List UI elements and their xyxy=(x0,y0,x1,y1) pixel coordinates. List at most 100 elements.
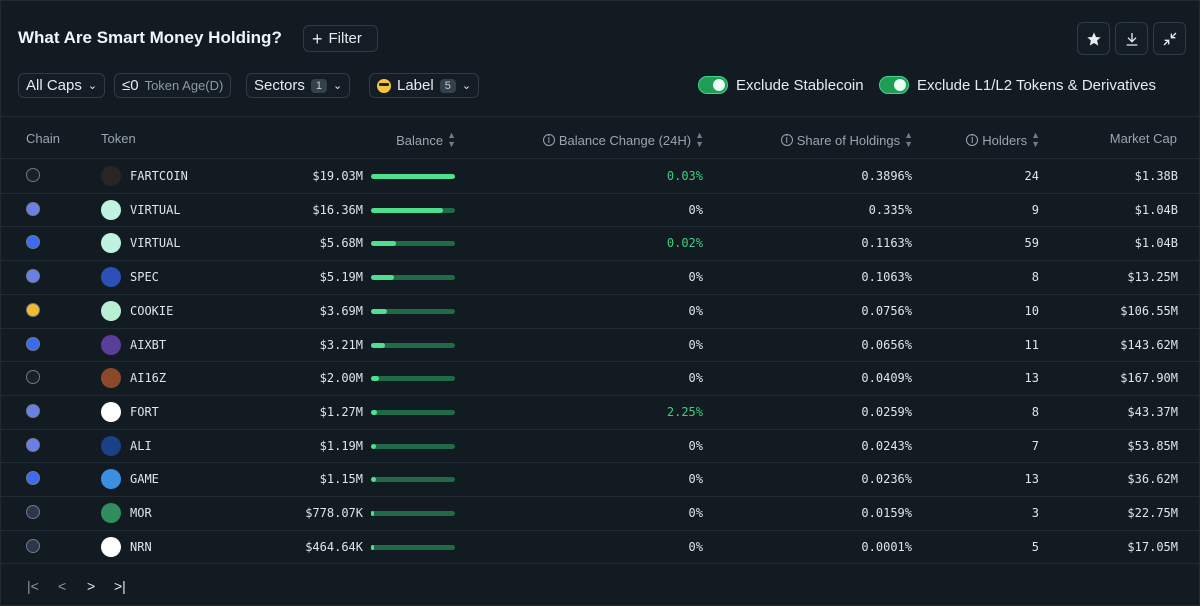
table-row[interactable]: GAME $1.15M 0% 0.0236% 13 $36.62M xyxy=(1,462,1199,496)
token-name[interactable]: NRN xyxy=(130,539,152,554)
balance-bar-fill xyxy=(371,174,455,179)
share-value: 0.0259% xyxy=(861,404,912,419)
market-cap-value: $53.85M xyxy=(1127,438,1178,453)
column-header-market-cap[interactable]: Market Cap xyxy=(1109,131,1177,146)
market-cap-value: $167.90M xyxy=(1120,371,1178,386)
table-row[interactable]: ALI $1.19M 0% 0.0243% 7 $53.85M xyxy=(1,429,1199,463)
token-icon xyxy=(101,233,121,254)
collapse-icon xyxy=(1163,32,1176,45)
collapse-button[interactable] xyxy=(1153,22,1186,55)
table-row[interactable]: FARTCOIN $19.03M 0.03% 0.3896% 24 $1.38B xyxy=(1,159,1199,193)
exclude-stablecoin-toggle[interactable] xyxy=(698,76,728,94)
token-name[interactable]: MOR xyxy=(130,506,152,520)
column-header-balance-change[interactable]: i Balance Change (24H) ▲ ▼ xyxy=(501,131,704,149)
share-value: 0.3896% xyxy=(861,169,912,183)
token-age-label: Token Age(D) xyxy=(144,78,224,93)
balance-change-value: 0% xyxy=(688,303,703,318)
last-page-button[interactable]: >| xyxy=(114,578,126,594)
token-name[interactable]: GAME xyxy=(130,472,159,487)
holders-value: 7 xyxy=(1031,438,1039,453)
sectors-label: Sectors xyxy=(254,77,305,94)
ethereum-chain-icon xyxy=(26,201,40,216)
token-name[interactable]: COOKIE xyxy=(130,303,174,318)
balance-change-value: 0% xyxy=(688,337,703,352)
token-icon xyxy=(101,503,121,523)
token-icon xyxy=(101,300,121,321)
label-label: Label xyxy=(397,77,434,94)
first-page-button[interactable]: |< xyxy=(27,578,39,594)
holders-value: 24 xyxy=(1024,169,1039,183)
share-value: 0.0236% xyxy=(861,472,912,487)
row-divider xyxy=(1,361,1199,363)
token-name[interactable]: FARTCOIN xyxy=(130,169,188,183)
token-name[interactable]: FORT xyxy=(130,404,159,419)
balance-change-value: 0% xyxy=(688,438,703,453)
balance-bar xyxy=(371,443,455,449)
market-cap-value: $36.62M xyxy=(1127,472,1178,487)
divider xyxy=(1,158,1199,159)
ethereum-chain-icon xyxy=(26,403,40,418)
row-divider xyxy=(1,462,1199,464)
caps-label: All Caps xyxy=(26,77,82,94)
balance-bar xyxy=(371,376,455,382)
exclude-l1l2-toggle[interactable] xyxy=(879,76,909,94)
column-header-holders[interactable]: i Holders ▲ ▼ xyxy=(931,131,1040,149)
caps-dropdown[interactable]: All Caps ⌄ xyxy=(18,73,106,98)
balance-bar xyxy=(371,308,455,314)
balance-bar xyxy=(371,207,455,213)
next-page-button[interactable]: > xyxy=(87,578,96,594)
share-value: 0.1163% xyxy=(861,236,912,251)
sectors-dropdown[interactable]: Sectors 1 ⌄ xyxy=(246,73,351,98)
chevron-down-icon: ⌄ xyxy=(87,80,98,92)
column-header-share[interactable]: i Share of Holdings ▲ ▼ xyxy=(741,131,913,149)
token-name[interactable]: ALI xyxy=(130,438,152,453)
filter-button[interactable]: + Filter xyxy=(303,25,378,52)
favorite-button[interactable] xyxy=(1077,22,1110,55)
info-icon: i xyxy=(542,134,555,146)
sunglasses-emoji-icon xyxy=(377,78,391,93)
balance-value: $19.03M xyxy=(312,169,363,183)
table-row[interactable]: NRN $464.64K 0% 0.0001% 5 $17.05M xyxy=(1,530,1199,564)
balance-value: $1.27M xyxy=(319,404,363,419)
table-row[interactable]: AIXBT $3.21M 0% 0.0656% 11 $143.62M xyxy=(1,328,1199,362)
market-cap-value: $1.38B xyxy=(1134,169,1178,183)
table-row[interactable]: VIRTUAL $5.68M 0.02% 0.1163% 59 $1.04B xyxy=(1,226,1199,260)
table-row[interactable]: VIRTUAL $16.36M 0% 0.335% 9 $1.04B xyxy=(1,193,1199,227)
balance-bar xyxy=(371,511,455,516)
column-header-balance[interactable]: Balance ▲ ▼ xyxy=(396,130,456,149)
label-count-badge: 5 xyxy=(439,78,456,93)
label-dropdown[interactable]: Label 5 ⌄ xyxy=(369,73,480,98)
balance-bar-fill xyxy=(371,342,386,348)
chevron-down-icon: ⌄ xyxy=(461,80,472,92)
table-row[interactable]: MOR $778.07K 0% 0.0159% 3 $22.75M xyxy=(1,496,1199,530)
share-value: 0.0243% xyxy=(861,438,912,453)
table-row[interactable]: FORT $1.27M 2.25% 0.0259% 8 $43.37M xyxy=(1,395,1199,429)
table-row[interactable]: COOKIE $3.69M 0% 0.0756% 10 $106.55M xyxy=(1,294,1199,328)
token-icon xyxy=(101,166,121,186)
token-name[interactable]: VIRTUAL xyxy=(130,202,181,217)
balance-value: $2.00M xyxy=(319,371,363,386)
row-divider xyxy=(1,496,1199,497)
base-chain-icon xyxy=(26,336,40,351)
token-icon xyxy=(101,199,121,220)
balance-bar-fill xyxy=(371,511,375,516)
share-value: 0.0409% xyxy=(861,371,912,386)
row-divider xyxy=(1,327,1199,329)
chevron-down-icon: ⌄ xyxy=(332,80,343,92)
balance-change-value: 0.02% xyxy=(666,236,703,251)
arbitrum-chain-icon xyxy=(26,538,40,553)
share-value: 0.0656% xyxy=(861,337,912,352)
token-name[interactable]: AIXBT xyxy=(130,337,167,352)
token-name[interactable]: AI16Z xyxy=(130,371,167,386)
share-value: 0.0159% xyxy=(861,506,912,520)
token-name[interactable]: SPEC xyxy=(130,270,159,285)
sort-icon: ▲ ▼ xyxy=(1031,130,1040,149)
download-button[interactable] xyxy=(1115,22,1148,55)
token-name[interactable]: VIRTUAL xyxy=(130,236,181,251)
balance-value: $1.19M xyxy=(319,438,363,453)
divider xyxy=(1,116,1199,117)
token-age-filter[interactable]: ≤0 Token Age(D) xyxy=(114,73,232,98)
table-row[interactable]: SPEC $5.19M 0% 0.1063% 8 $13.25M xyxy=(1,260,1199,294)
table-row[interactable]: AI16Z $2.00M 0% 0.0409% 13 $167.90M xyxy=(1,361,1199,395)
prev-page-button[interactable]: < xyxy=(58,578,67,594)
